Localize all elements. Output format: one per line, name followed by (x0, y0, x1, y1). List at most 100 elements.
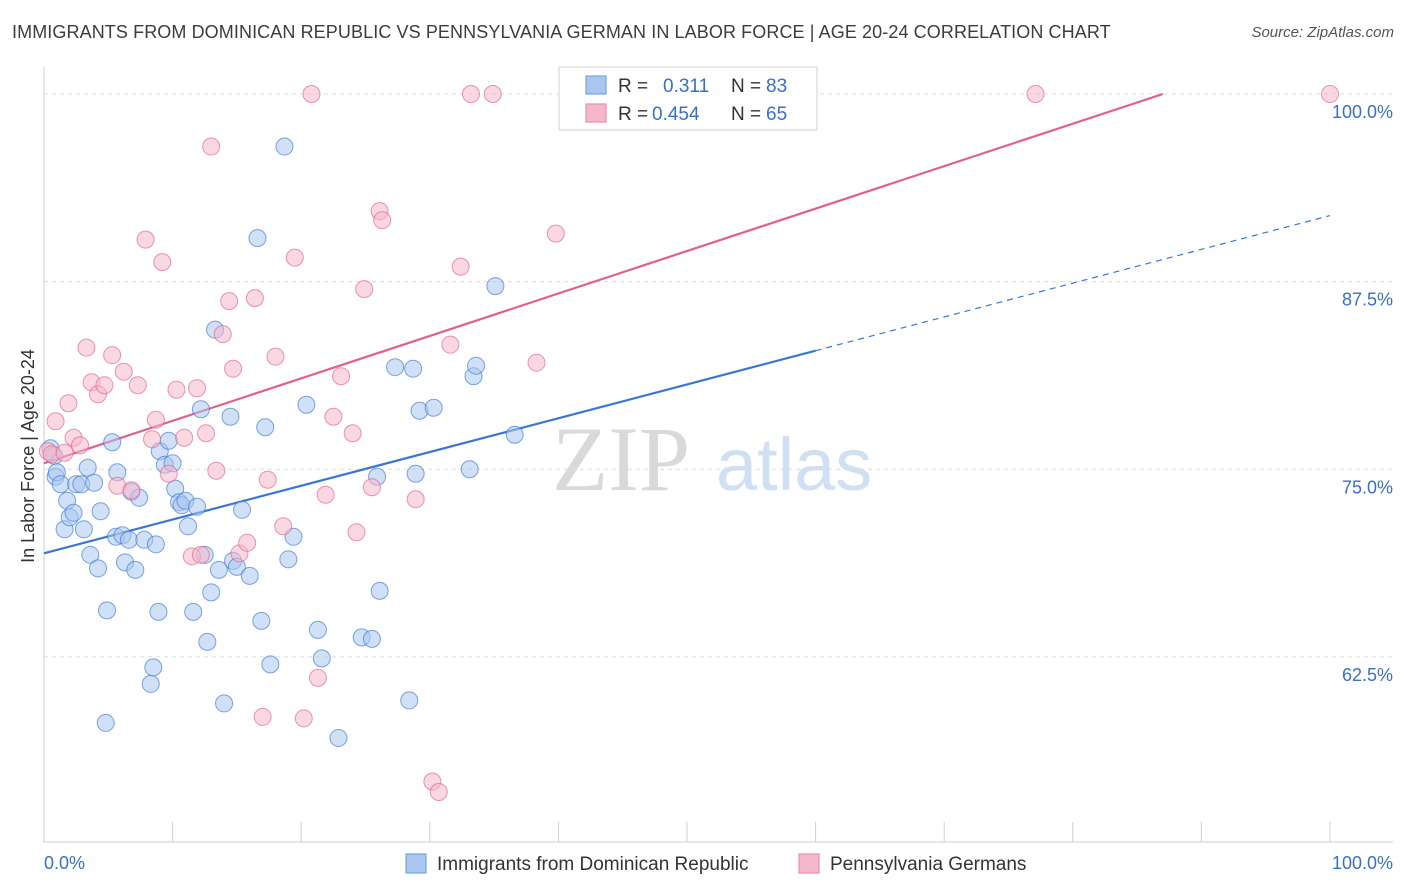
data-point-blue-42 (184, 602, 203, 621)
data-point-pink-46 (343, 424, 362, 443)
legend-n-label-pink: N = (731, 104, 761, 125)
data-point-pink-24 (188, 379, 207, 398)
data-point-blue-44 (191, 400, 210, 419)
data-point-pink-56 (451, 257, 470, 276)
y-tick-label-2: 87.5% (1342, 290, 1393, 310)
legend-r-value-pink: 0.454 (652, 104, 700, 125)
data-point-pink-60 (546, 224, 565, 243)
data-point-pink-47 (347, 523, 366, 542)
data-point-pink-7 (77, 338, 96, 357)
data-point-blue-50 (215, 694, 234, 713)
data-point-blue-19 (103, 433, 122, 452)
data-point-blue-65 (312, 649, 331, 668)
data-point-blue-72 (400, 691, 419, 710)
data-point-pink-41 (302, 85, 321, 104)
data-point-blue-11 (74, 520, 93, 539)
data-point-pink-63 (1026, 85, 1045, 104)
data-point-pink-27 (202, 137, 221, 156)
x-tick-label-max: 100.0% (1332, 853, 1393, 873)
legend-n-value-pink: 65 (766, 104, 787, 125)
data-point-pink-26 (197, 424, 216, 443)
data-point-blue-16 (91, 502, 110, 521)
bottom-legend: Immigrants from Dominican Republic Penns… (405, 853, 1026, 875)
data-point-pink-34 (245, 289, 264, 308)
data-point-blue-41 (179, 517, 198, 536)
data-point-pink-2 (46, 412, 65, 431)
data-point-blue-61 (279, 550, 298, 569)
data-point-blue-79 (467, 356, 486, 375)
data-point-pink-52 (406, 490, 425, 509)
trend-line-blue-dashed (815, 215, 1331, 352)
y-tick-label-3: 100.0% (1332, 102, 1393, 122)
data-point-pink-30 (220, 292, 239, 311)
data-point-pink-39 (285, 248, 304, 267)
data-point-pink-19 (153, 253, 172, 272)
legend-box: R = 0.311 N = 83 R = 0.454 N = 65 (558, 66, 818, 131)
data-point-pink-28 (207, 461, 226, 480)
data-point-pink-35 (253, 707, 272, 726)
data-point-blue-31 (146, 535, 165, 554)
data-point-blue-26 (126, 560, 145, 579)
legend-swatch-blue (585, 75, 607, 95)
data-point-blue-8 (64, 503, 83, 522)
data-point-blue-13 (81, 545, 100, 564)
legend-r-label-pink: R = (618, 104, 648, 125)
data-point-blue-80 (486, 277, 505, 296)
data-point-pink-33 (238, 533, 257, 552)
data-point-blue-74 (406, 464, 425, 483)
watermark-atlas: atlas (716, 423, 872, 506)
data-points (38, 85, 1339, 801)
data-point-pink-20 (159, 464, 178, 483)
data-point-blue-71 (386, 358, 405, 377)
legend-r-value-blue: 0.311 (663, 76, 709, 97)
bottom-legend-label-blue: Immigrants from Dominican Republic (437, 854, 749, 875)
data-point-blue-14 (85, 473, 104, 492)
data-point-pink-11 (103, 346, 122, 365)
x-tick-label-min: 0.0% (44, 853, 85, 873)
data-point-blue-29 (141, 674, 160, 693)
data-point-pink-54 (429, 782, 448, 801)
data-point-pink-29 (213, 325, 232, 344)
data-point-pink-49 (362, 478, 381, 497)
legend-n-value-blue: 83 (766, 76, 787, 97)
y-axis-label: In Labor Force | Age 20-24 (18, 349, 38, 563)
data-point-pink-31 (224, 359, 243, 378)
data-point-pink-51 (373, 211, 392, 230)
data-point-blue-46 (198, 632, 217, 651)
data-point-pink-55 (441, 335, 460, 354)
data-point-blue-32 (149, 602, 168, 621)
data-point-blue-70 (370, 581, 389, 600)
data-point-pink-10 (95, 376, 114, 395)
data-point-blue-81 (505, 425, 524, 444)
data-point-pink-15 (128, 376, 147, 395)
data-point-blue-35 (159, 431, 178, 450)
data-point-blue-64 (308, 620, 327, 639)
data-point-blue-17 (98, 601, 117, 620)
data-point-pink-38 (274, 517, 293, 536)
data-point-pink-17 (143, 430, 162, 449)
data-point-pink-14 (122, 481, 141, 500)
data-point-blue-59 (261, 655, 280, 674)
y-tick-labels: 62.5% 75.0% 87.5% 100.0% (1332, 102, 1393, 685)
data-point-pink-36 (258, 470, 277, 489)
data-point-pink-22 (175, 428, 194, 447)
data-point-pink-18 (146, 410, 165, 429)
legend-n-label-blue: N = (731, 76, 761, 97)
data-point-pink-43 (316, 485, 335, 504)
trend-line-pink (43, 92, 1164, 465)
data-point-pink-44 (324, 407, 343, 426)
data-point-pink-3 (55, 443, 74, 462)
data-point-pink-40 (294, 709, 313, 728)
chart-title: IMMIGRANTS FROM DOMINICAN REPUBLIC VS PE… (12, 22, 1111, 42)
data-point-pink-48 (355, 280, 374, 299)
data-point-blue-68 (362, 629, 381, 648)
bottom-legend-swatch-blue (405, 853, 427, 874)
data-point-pink-16 (136, 230, 155, 249)
data-point-blue-77 (460, 460, 479, 479)
data-point-blue-18 (96, 713, 115, 732)
data-point-blue-12 (78, 458, 97, 477)
data-point-blue-76 (424, 398, 443, 417)
data-point-pink-57 (461, 85, 480, 104)
y-tick-label-1: 75.0% (1342, 477, 1393, 497)
data-point-blue-66 (329, 728, 348, 747)
